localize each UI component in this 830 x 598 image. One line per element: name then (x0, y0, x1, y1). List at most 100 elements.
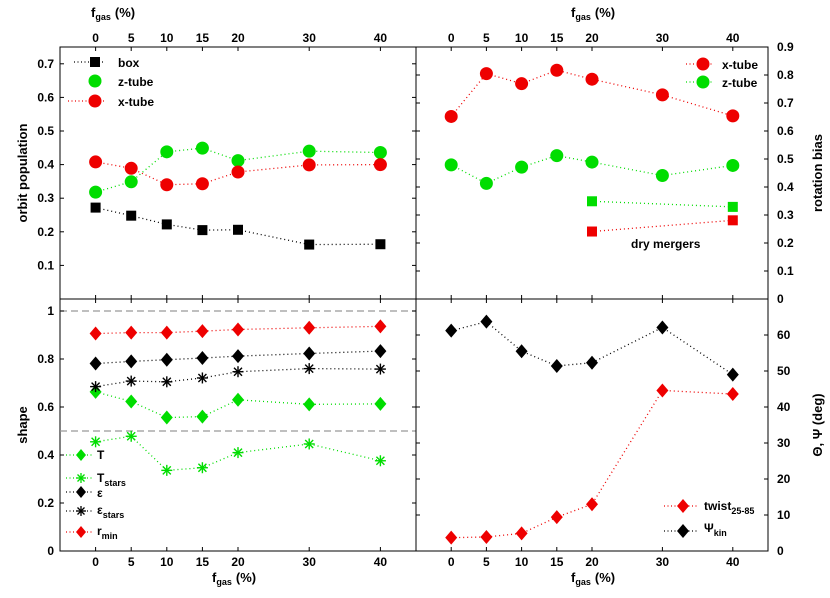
data-point (479, 67, 493, 81)
y-tick-label: 0.4 (37, 158, 54, 172)
legend-z-tube-marker (88, 74, 102, 88)
data-point (373, 146, 387, 160)
data-point (374, 363, 386, 375)
y-tick-label: 0.4 (37, 448, 54, 462)
data-point (726, 158, 740, 172)
y-tick-label: 0 (777, 544, 784, 558)
data-point (303, 438, 315, 450)
y-tick-label: 0.1 (777, 264, 794, 278)
data-point (585, 72, 599, 86)
legend-z-tube-label: z-tube (118, 75, 154, 89)
x-tick-label: 40 (374, 555, 388, 569)
data-point (303, 346, 316, 361)
data-point (195, 177, 209, 191)
reference-lines (60, 310, 416, 432)
data-point (550, 63, 564, 77)
data-point (125, 325, 138, 340)
data-point (550, 149, 564, 163)
y-tick-label: 20 (777, 472, 791, 486)
data-point (302, 144, 316, 158)
x-tick-label: 0 (448, 555, 455, 569)
y-tick-label: 0.6 (777, 124, 794, 138)
y-tick-label: 60 (777, 328, 791, 342)
series-line (591, 200, 733, 208)
y-tick-label: 1 (47, 304, 54, 318)
data-point (303, 320, 316, 335)
tick-labels: 0 5 10 15 20 30 40 0 10 20 30 40 50 60 (416, 299, 791, 569)
data-point (125, 354, 138, 369)
annotation-dry-mergers: dry mergers (631, 237, 701, 251)
x-tick-label: 30 (303, 555, 317, 569)
series-line (591, 219, 733, 233)
data-point (480, 314, 493, 329)
data-point (726, 387, 739, 402)
ylabel: orbit population (15, 123, 30, 222)
legend-epsstars-label: εstars (97, 503, 124, 520)
tick-labels: 0 5 10 15 20 30 40 0.1 0.2 0.3 0.4 0.5 0.6 0.7 (37, 31, 416, 299)
data-point (196, 351, 209, 366)
x-tick-label: 5 (128, 555, 135, 569)
legend-psi-label: Ψkin (704, 521, 727, 538)
ylabel: Θ, Ψ (deg) (810, 393, 825, 456)
data-point (124, 175, 138, 189)
data-point (90, 202, 101, 213)
y-tick-label: 0.7 (37, 57, 54, 71)
data-point (125, 430, 137, 442)
legend-epsstars-marker (76, 506, 86, 516)
data-point (90, 381, 102, 393)
data-point (125, 375, 137, 387)
data-point (89, 326, 102, 341)
data-point (302, 158, 316, 172)
x-tick-label: 40 (726, 31, 740, 45)
legend-twist-marker (677, 499, 689, 513)
data-point (233, 224, 243, 235)
tick-labels: 0 5 10 15 20 30 40 0 0.1 0.2 0.3 0.4 0.5 0.6 0.7 0.8 0.9 (416, 31, 794, 306)
data-point (656, 320, 669, 335)
x-tick-label: 15 (196, 31, 210, 45)
data-marks (89, 141, 387, 250)
legend-twist-label: twist25-85 (704, 499, 754, 516)
legend: twist25-85 Ψkin (664, 499, 754, 538)
panel-frame (415, 298, 769, 552)
data-point (374, 344, 387, 359)
data-marks (444, 63, 740, 237)
legend-rmin-marker (76, 526, 86, 538)
x-tick-label: 0 (92, 31, 99, 45)
x-tick-label: 30 (656, 31, 670, 45)
legend-x-tube-label: x-tube (118, 95, 154, 109)
series-line (451, 389, 733, 539)
data-point (195, 141, 209, 155)
data-point (374, 396, 387, 411)
legend: box z-tube x-tube (68, 56, 154, 109)
data-point (586, 355, 598, 370)
tick-labels: 0 5 10 15 20 30 40 0 0.2 0.4 0.6 0.8 1 (37, 299, 416, 569)
legend-tstars-label: Tstars (97, 471, 126, 488)
data-point (374, 455, 386, 467)
y-tick-label: 0.3 (777, 208, 794, 222)
data-point (515, 77, 529, 91)
data-point (196, 324, 209, 339)
data-point (196, 462, 208, 474)
x-tick-label: 30 (303, 31, 317, 45)
data-point (161, 219, 172, 230)
data-point (304, 239, 315, 250)
y-tick-label: 0.9 (777, 40, 794, 54)
x-tick-label: 10 (160, 555, 174, 569)
legend: T Tstars ε εstars rmin (66, 448, 126, 541)
data-point (232, 447, 244, 459)
data-point (655, 169, 669, 183)
y-tick-label: 0 (47, 544, 54, 558)
x-tick-label: 40 (374, 31, 388, 45)
data-point (587, 196, 597, 207)
x-tick-label: 10 (515, 31, 529, 45)
data-point (445, 530, 458, 545)
xlabel: fgas (%) (212, 570, 256, 587)
data-point (726, 367, 739, 382)
x-tick-label: 15 (196, 555, 210, 569)
legend-x-tube-marker (696, 57, 710, 71)
data-point (515, 526, 528, 541)
data-point (374, 319, 387, 334)
y-tick-label: 0.3 (37, 191, 54, 205)
y-tick-label: 0.2 (37, 496, 54, 510)
data-point (160, 352, 173, 367)
